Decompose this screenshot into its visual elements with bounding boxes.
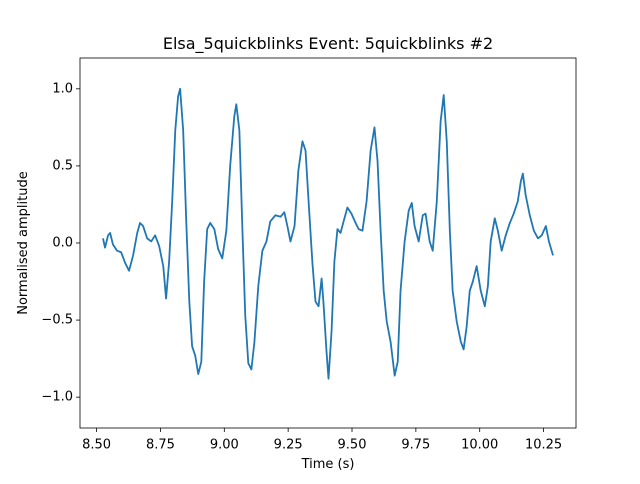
x-axis-label: Time (s) bbox=[301, 457, 355, 472]
x-tick-label: 9.25 bbox=[274, 438, 303, 453]
data-line bbox=[102, 87, 554, 380]
x-tick-label: 10.00 bbox=[461, 438, 498, 453]
plot-frame bbox=[79, 57, 577, 429]
x-tick-label: 10.25 bbox=[525, 438, 562, 453]
x-tick-label: 8.50 bbox=[82, 438, 111, 453]
y-tick-label: 0.0 bbox=[52, 236, 73, 251]
x-tick-label: 9.75 bbox=[401, 438, 430, 453]
chart-title: Elsa_5quickblinks Event: 5quickblinks #2 bbox=[163, 34, 493, 54]
y-tick-label: 1.0 bbox=[52, 81, 73, 96]
y-axis-label: Normalised amplitude bbox=[16, 171, 31, 315]
x-tick-label: 9.00 bbox=[210, 438, 239, 453]
x-tick-label: 8.75 bbox=[146, 438, 175, 453]
x-tick-label: 9.50 bbox=[338, 438, 367, 453]
y-tick-label: −0.5 bbox=[41, 313, 73, 328]
y-tick-label: 0.5 bbox=[52, 158, 73, 173]
y-tick-label: −1.0 bbox=[41, 390, 73, 405]
